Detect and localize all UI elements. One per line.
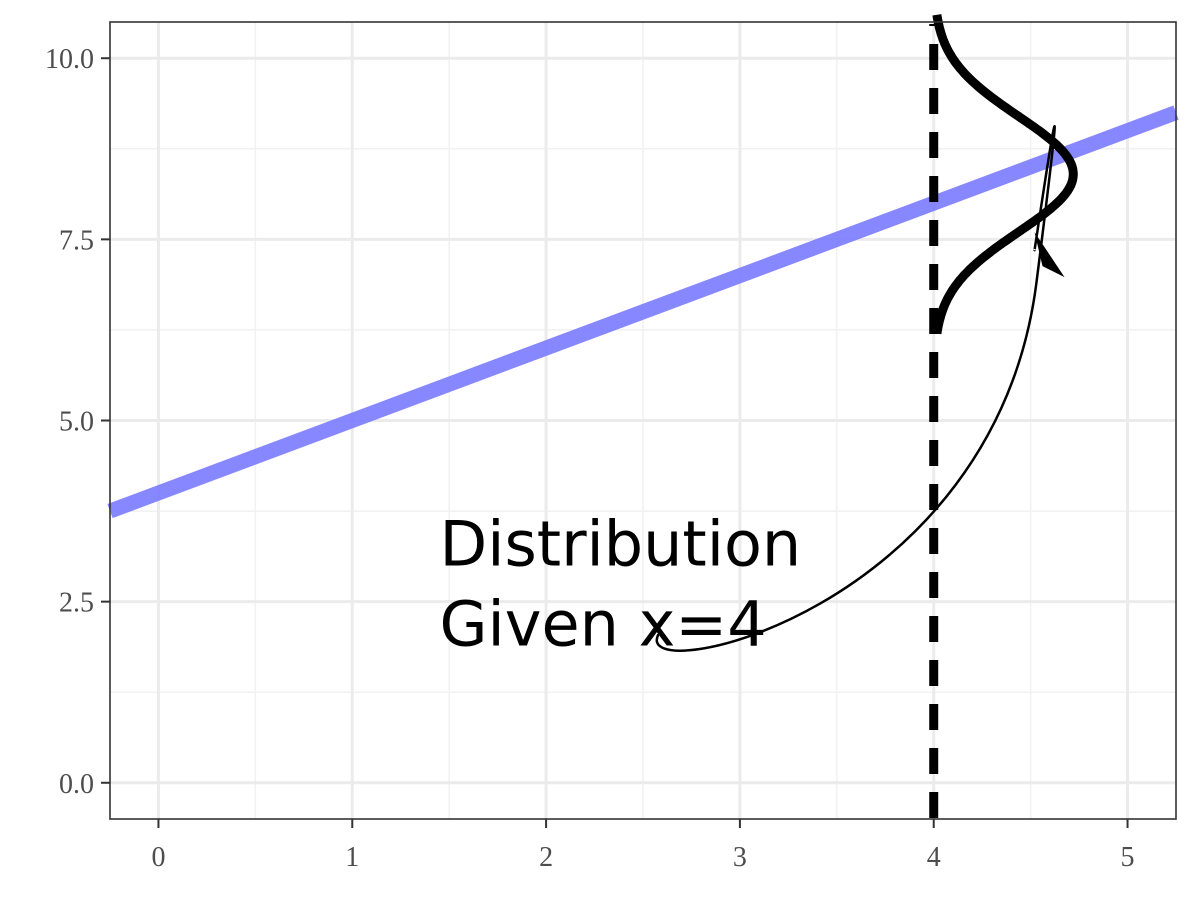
conditional-density-curve	[932, 12, 1078, 336]
y-tick-label: 7.5	[59, 225, 94, 256]
annotation-arrow-path	[655, 125, 1056, 652]
annotation-text-line: Distribution	[439, 507, 801, 580]
regression-line	[107, 105, 1179, 519]
axis-ticks	[101, 57, 1129, 828]
tick-labels: 0 1 2 3 4 5 0.0 2.5 5.0 7.5 10.0	[45, 44, 1135, 873]
y-tick-label: 2.5	[59, 588, 94, 619]
x-tick-label: 4	[927, 842, 941, 873]
x-tick-label: 0	[151, 842, 165, 873]
y-tick-label: 0.0	[59, 769, 94, 800]
x-tick-label: 2	[539, 842, 553, 873]
x-tick-label: 3	[733, 842, 747, 873]
x-tick-label: 5	[1121, 842, 1135, 873]
y-tick-label: 10.0	[45, 44, 94, 75]
y-tick-label: 5.0	[59, 407, 94, 438]
annotation-text-line: Given x=4	[439, 587, 766, 660]
chart-marks	[107, 12, 1179, 818]
annotation-arrowhead	[1034, 232, 1065, 278]
x-tick-label: 1	[345, 842, 359, 873]
